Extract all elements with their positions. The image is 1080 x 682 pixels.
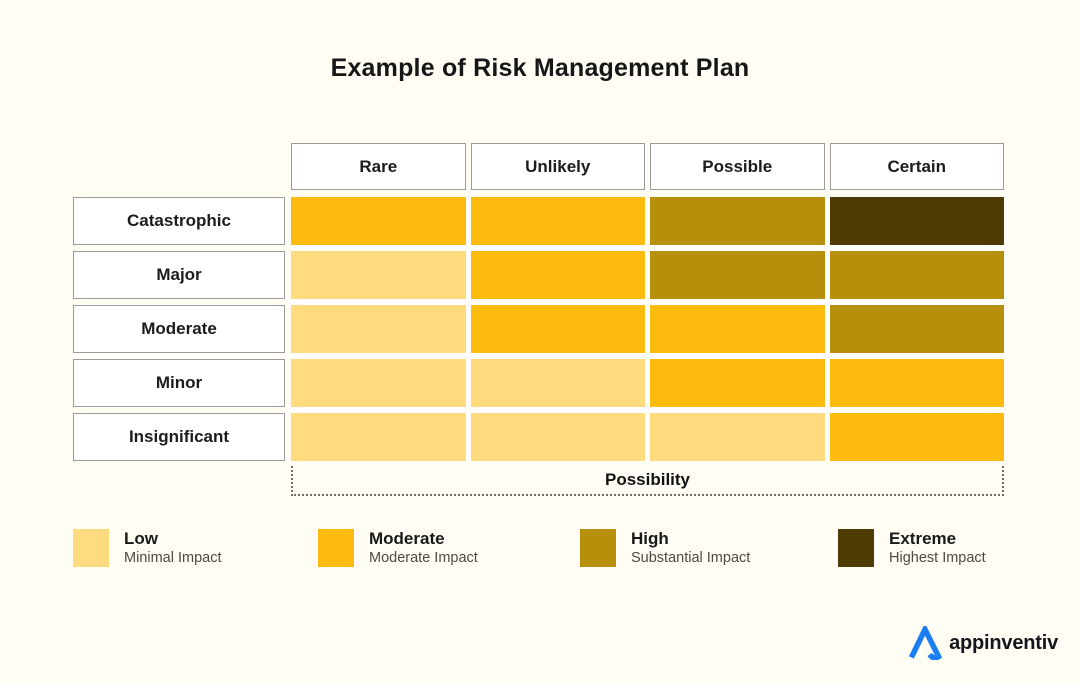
legend-text-low: Low Minimal Impact: [124, 528, 222, 567]
risk-matrix-grid: [291, 197, 1004, 461]
legend-sublabel: Moderate Impact: [369, 550, 478, 567]
legend-item-high: High Substantial Impact: [580, 528, 750, 567]
row-header-major: Major: [73, 251, 285, 299]
cell-moderate-possible: [650, 305, 825, 353]
column-headers: Rare Unlikely Possible Certain: [291, 143, 1004, 190]
cell-major-rare: [291, 251, 466, 299]
brand-logo: appinventiv: [908, 626, 1058, 660]
cell-minor-possible: [650, 359, 825, 407]
row-header-catastrophic: Catastrophic: [73, 197, 285, 245]
cell-insignificant-possible: [650, 413, 825, 461]
cell-minor-rare: [291, 359, 466, 407]
cell-insignificant-rare: [291, 413, 466, 461]
legend: Low Minimal Impact Moderate Moderate Impact…: [0, 528, 1080, 578]
cell-insignificant-certain: [829, 413, 1004, 461]
legend-sublabel: Substantial Impact: [631, 550, 751, 567]
legend-swatch-high: [580, 528, 616, 567]
column-header-possible: Possible: [650, 143, 825, 190]
legend-sublabel: Highest Impact: [889, 550, 986, 567]
row-headers: Catastrophic Major Moderate Minor Insignific…: [73, 197, 285, 461]
row-header-moderate: Moderate: [73, 305, 285, 353]
legend-swatch-low: [73, 528, 109, 567]
cell-major-possible: [650, 251, 825, 299]
legend-item-moderate: Moderate Moderate Impact: [318, 528, 478, 567]
legend-text-extreme: Extreme Highest Impact: [889, 528, 986, 567]
legend-label: Moderate: [369, 529, 445, 548]
row-header-minor: Minor: [73, 359, 285, 407]
legend-label: High: [631, 529, 669, 548]
legend-label: Extreme: [889, 529, 957, 548]
cell-moderate-unlikely: [470, 305, 645, 353]
legend-swatch-moderate: [318, 528, 354, 567]
cell-catastrophic-certain: [829, 197, 1004, 245]
x-axis-label-box: Possibility: [291, 466, 1004, 496]
cell-major-unlikely: [470, 251, 645, 299]
x-axis-label: Possibility: [604, 470, 691, 489]
cell-minor-certain: [829, 359, 1004, 407]
cell-moderate-certain: [829, 305, 1004, 353]
brand-name: appinventiv: [949, 631, 1058, 654]
legend-item-extreme: Extreme Highest Impact: [838, 528, 986, 567]
row-header-insignificant: Insignificant: [73, 413, 285, 461]
legend-text-high: High Substantial Impact: [631, 528, 750, 567]
column-header-unlikely: Unlikely: [470, 143, 645, 190]
column-header-certain: Certain: [829, 143, 1004, 190]
legend-label: Low: [124, 529, 158, 548]
cell-catastrophic-possible: [650, 197, 825, 245]
cell-major-certain: [829, 251, 1004, 299]
cell-minor-unlikely: [470, 359, 645, 407]
cell-catastrophic-rare: [291, 197, 466, 245]
column-header-rare: Rare: [291, 143, 466, 190]
appinventiv-logo-icon: [908, 626, 943, 660]
cell-catastrophic-unlikely: [470, 197, 645, 245]
legend-swatch-extreme: [838, 528, 874, 567]
legend-item-low: Low Minimal Impact: [73, 528, 222, 567]
cell-moderate-rare: [291, 305, 466, 353]
legend-text-moderate: Moderate Moderate Impact: [369, 528, 478, 567]
page-title: Example of Risk Management Plan: [330, 54, 750, 82]
legend-sublabel: Minimal Impact: [124, 550, 222, 567]
cell-insignificant-unlikely: [470, 413, 645, 461]
